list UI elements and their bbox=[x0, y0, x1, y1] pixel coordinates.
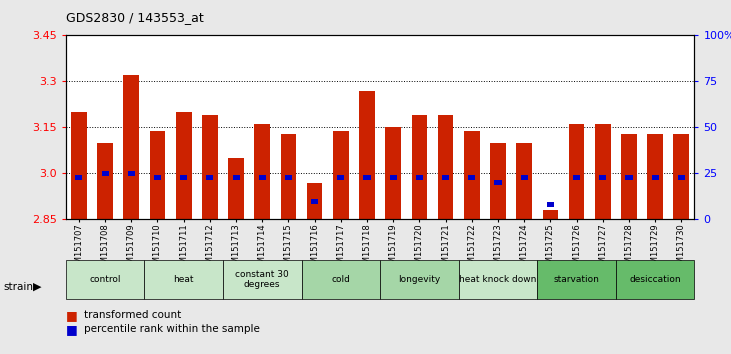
Bar bbox=[547, 202, 554, 207]
Bar bbox=[490, 143, 506, 219]
Bar bbox=[75, 175, 83, 179]
Bar bbox=[202, 115, 218, 219]
Bar bbox=[469, 175, 475, 179]
Text: constant 30
degrees: constant 30 degrees bbox=[235, 270, 289, 289]
Bar bbox=[621, 133, 637, 219]
Bar bbox=[678, 175, 685, 179]
Bar bbox=[599, 175, 606, 179]
Text: ▶: ▶ bbox=[33, 282, 42, 292]
Bar bbox=[154, 175, 161, 179]
Bar bbox=[228, 158, 244, 219]
Bar bbox=[102, 171, 109, 176]
Text: percentile rank within the sample: percentile rank within the sample bbox=[84, 324, 260, 334]
Bar bbox=[281, 133, 296, 219]
Bar bbox=[569, 124, 584, 219]
Text: longevity: longevity bbox=[398, 275, 441, 284]
Bar bbox=[573, 175, 580, 179]
Bar bbox=[516, 143, 532, 219]
Bar bbox=[150, 131, 165, 219]
Text: starvation: starvation bbox=[553, 275, 599, 284]
Bar bbox=[97, 143, 113, 219]
Bar bbox=[285, 175, 292, 179]
Bar bbox=[175, 112, 192, 219]
Bar bbox=[464, 131, 480, 219]
Bar bbox=[311, 199, 318, 204]
Text: GDS2830 / 143553_at: GDS2830 / 143553_at bbox=[66, 11, 203, 24]
Text: heat knock down: heat knock down bbox=[459, 275, 537, 284]
Bar bbox=[128, 171, 135, 176]
Bar bbox=[259, 175, 266, 179]
Bar bbox=[390, 175, 397, 179]
Bar bbox=[412, 115, 427, 219]
Bar bbox=[520, 175, 528, 179]
Text: cold: cold bbox=[331, 275, 350, 284]
Bar bbox=[359, 91, 375, 219]
Bar bbox=[337, 175, 344, 179]
Bar bbox=[542, 210, 558, 219]
Bar bbox=[648, 133, 663, 219]
Bar bbox=[438, 115, 453, 219]
Bar bbox=[206, 175, 213, 179]
Text: ■: ■ bbox=[66, 309, 77, 321]
Bar bbox=[494, 180, 501, 185]
Bar bbox=[363, 175, 371, 179]
Bar bbox=[416, 175, 423, 179]
Bar bbox=[307, 183, 322, 219]
Bar bbox=[124, 75, 139, 219]
Text: heat: heat bbox=[173, 275, 194, 284]
Bar bbox=[254, 124, 270, 219]
Bar bbox=[232, 175, 240, 179]
Bar bbox=[71, 112, 87, 219]
Text: strain: strain bbox=[4, 282, 34, 292]
Text: control: control bbox=[89, 275, 121, 284]
Bar bbox=[673, 133, 689, 219]
Bar bbox=[595, 124, 610, 219]
Text: transformed count: transformed count bbox=[84, 310, 181, 320]
Bar bbox=[626, 175, 632, 179]
Text: ■: ■ bbox=[66, 323, 77, 336]
Text: desiccation: desiccation bbox=[629, 275, 681, 284]
Bar bbox=[333, 131, 349, 219]
Bar bbox=[651, 175, 659, 179]
Bar bbox=[385, 127, 401, 219]
Bar bbox=[442, 175, 449, 179]
Bar bbox=[180, 175, 187, 179]
